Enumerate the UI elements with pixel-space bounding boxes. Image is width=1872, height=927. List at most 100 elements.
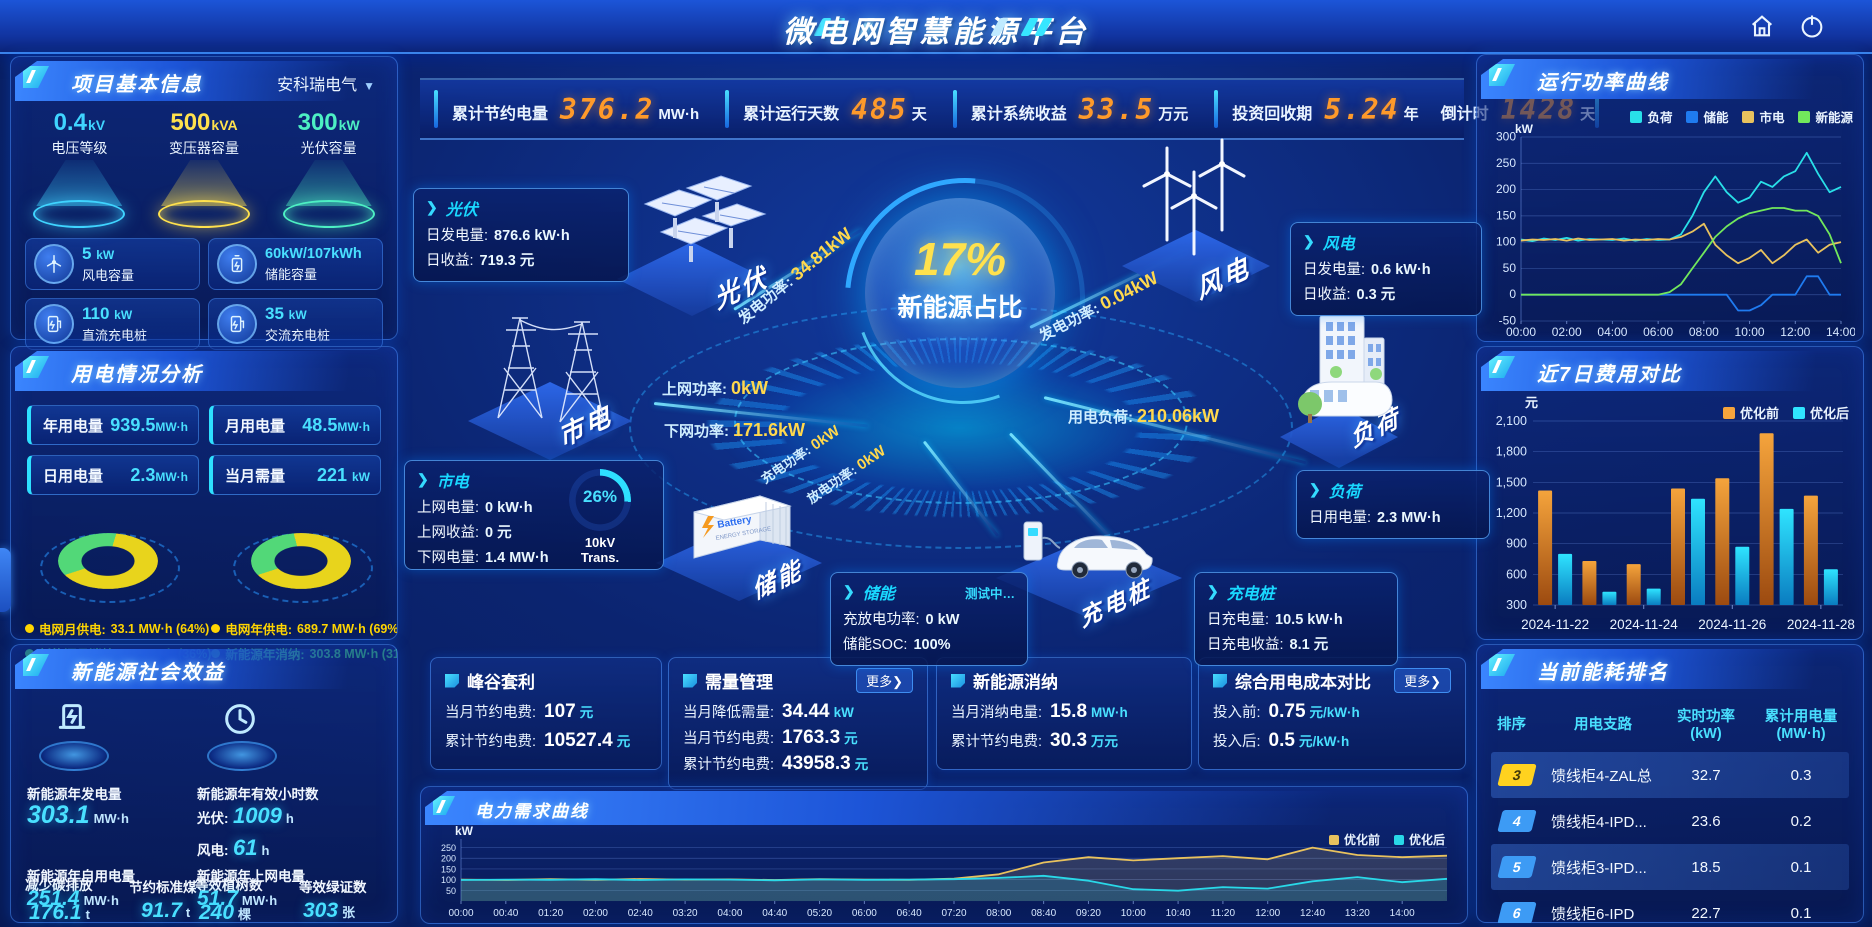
svg-text:1,200: 1,200 [1496, 506, 1527, 520]
table-row[interactable]: 5 馈线柜3-IPD... 18.5 0.1 [1491, 844, 1849, 890]
svg-text:00:00: 00:00 [448, 908, 473, 919]
benefit-label: 等效植树数 [195, 878, 263, 893]
svg-text:300: 300 [1496, 130, 1516, 144]
svg-text:08:00: 08:00 [986, 908, 1011, 919]
box-icon [951, 673, 965, 688]
panel-title: 电力需求曲线 [475, 802, 589, 821]
kpi-bar: 累计节约电量 376.2 MW·h 累计运行天数 485 天 累计系统收益 33… [420, 78, 1600, 140]
load-power-label: 用电负荷: 210.06kW [1068, 406, 1220, 426]
demand-curve-legend: 优化前 优化后 [1328, 831, 1445, 848]
benefit-label: 节约标准煤 [129, 880, 197, 895]
svg-text:50: 50 [1503, 261, 1517, 275]
wind-node[interactable] [1122, 134, 1272, 302]
panel-title: 项目基本信息 [71, 74, 203, 96]
clock-icon [207, 699, 277, 777]
svg-text:150: 150 [1496, 208, 1516, 222]
ac-charger-card: 35 kW 交流充电桩 [208, 298, 383, 350]
svg-text:02:00: 02:00 [1552, 325, 1582, 339]
panel-corner-icon [433, 796, 455, 815]
load-info-box: 负荷 日用电量:2.3 MW·h [1296, 470, 1490, 539]
panel-cost-compare: 近7日费用对比 优化前 优化后 300 600 900 1,200 1,500 1,800… [1476, 346, 1864, 640]
svg-text:08:00: 08:00 [1689, 325, 1719, 339]
kpi-run-days: 累计运行天数 485 天 [743, 92, 927, 126]
benefit-value: 303.1 MW·h [27, 801, 129, 829]
box-icon [445, 673, 459, 688]
transformer-capacity-stat: 500kVA 变压器容量 [145, 109, 263, 228]
wind-hours-value: 风电: 61 h [197, 835, 270, 860]
generator-icon [39, 699, 109, 777]
col-header: 排序 [1497, 717, 1526, 733]
storage-capacity-card: 60kW/107kWh 储能容量 [208, 238, 383, 290]
cost-compare-legend: 优化前 优化后 [1722, 403, 1849, 422]
charger-icon [34, 304, 74, 344]
pv-capacity-stat: 300kW 光伏容量 [270, 109, 388, 228]
more-button[interactable]: 更多❯ [1394, 668, 1451, 693]
svg-text:2024-11-28: 2024-11-28 [1787, 617, 1855, 632]
pv-hours-value: 光伏: 1009 h [197, 803, 294, 828]
grid-node[interactable] [468, 290, 638, 460]
draw-power-label: 下网功率: 171.6kW [664, 420, 806, 440]
benefit-label: 等效绿证数 [299, 880, 367, 895]
app-header: 微电网智慧能源平台 [0, 0, 1872, 54]
pv-info-box: 光伏 日发电量:876.6 kW·h 日收益:719.3 元 [413, 188, 629, 282]
table-row[interactable]: 6 馈线柜6-IPD 22.7 0.1 [1491, 890, 1849, 923]
svg-text:10:00: 10:00 [1121, 908, 1146, 919]
svg-text:14:00: 14:00 [1826, 325, 1855, 339]
svg-text:13:20: 13:20 [1345, 908, 1370, 919]
table-row[interactable]: 3 馈线柜4-ZAL总 32.7 0.3 [1491, 752, 1849, 798]
svg-text:06:40: 06:40 [897, 908, 922, 919]
company-select[interactable]: 安科瑞电气 ▼ [277, 77, 375, 94]
transformer-gauge: 26% 10kV Trans. [565, 469, 635, 565]
svg-text:08:40: 08:40 [1031, 908, 1056, 919]
power-icon[interactable] [1798, 12, 1826, 40]
svg-text:09:20: 09:20 [1076, 908, 1101, 919]
svg-text:00:40: 00:40 [493, 908, 518, 919]
load-node[interactable] [1280, 308, 1400, 468]
panel-corner-icon [1489, 64, 1515, 86]
wind-capacity-card: 5 kW 风电容量 [25, 238, 200, 290]
voltage-level-stat: 0.4kV 电压等级 [20, 109, 138, 228]
charger-icon [217, 304, 257, 344]
panel-title: 当前能耗排名 [1537, 662, 1669, 684]
storage-node[interactable]: Battery ENERGY STORAGE [656, 476, 826, 601]
home-icon[interactable] [1748, 12, 1776, 40]
renewable-share: 17% 新能源占比 [897, 233, 1023, 322]
panel-corner-icon [1489, 356, 1515, 378]
table-row[interactable]: 4 馈线柜4-IPD... 23.6 0.2 [1491, 798, 1849, 844]
panel-usage-analysis: 用电情况分析 年用电量 939.5MW·h 月用电量 48.5MW·h 日用电量 2.… [10, 346, 398, 662]
svg-text:900: 900 [1506, 537, 1527, 551]
svg-text:10:40: 10:40 [1166, 908, 1191, 919]
charger-info-box: 充电桩 日充电量:10.5 kW·h 日充电收益:8.1 元 [1194, 572, 1398, 666]
svg-text:2024-11-22: 2024-11-22 [1521, 617, 1589, 632]
panel-corner-icon [23, 654, 49, 676]
svg-text:06:00: 06:00 [1643, 325, 1673, 339]
svg-text:14:00: 14:00 [1390, 908, 1415, 919]
rank-badge: 6 [1497, 902, 1537, 923]
drawer-handle[interactable] [0, 548, 11, 612]
status-badge: 测试中… [964, 586, 1015, 601]
month-demand-chip: 当月需量 221 kW [209, 455, 381, 495]
cost-compare-chart: 300 600 900 1,200 1,500 1,800 2,100 2024-11-22 2… [1496, 395, 1855, 632]
chevron-down-icon: ▼ [363, 79, 375, 93]
panel-corner-icon [23, 66, 49, 88]
more-button[interactable]: 更多❯ [856, 668, 913, 693]
svg-text:06:00: 06:00 [852, 908, 877, 919]
svg-text:0: 0 [1509, 287, 1516, 301]
svg-text:600: 600 [1506, 567, 1527, 581]
svg-text:-50: -50 [1499, 314, 1517, 328]
benefit-value: 251.4 MW·h [27, 887, 119, 910]
legend-grid-year: 电网年供电: 689.7 MW·h (69%) [211, 619, 397, 638]
month-energy-chip: 月用电量 48.5MW·h [209, 405, 381, 445]
feed-in-power-label: 上网功率: 0kW [662, 378, 769, 398]
svg-text:150: 150 [441, 864, 456, 874]
panel-corner-icon [23, 356, 49, 378]
pv-node[interactable] [617, 166, 777, 316]
battery-icon [217, 244, 257, 284]
demand-mgmt-box: 需量管理 更多❯ 当月降低需量: 34.44 kW 当月节约电费: 1763.3 元 累… [668, 657, 928, 790]
microgrid-diagram: 17% 新能源占比 光伏 [404, 128, 1490, 666]
svg-text:04:00: 04:00 [717, 908, 742, 919]
year-supply-donut [226, 507, 376, 611]
legend-grid-month: 电网月供电: 33.1 MW·h (64%) [25, 619, 211, 638]
